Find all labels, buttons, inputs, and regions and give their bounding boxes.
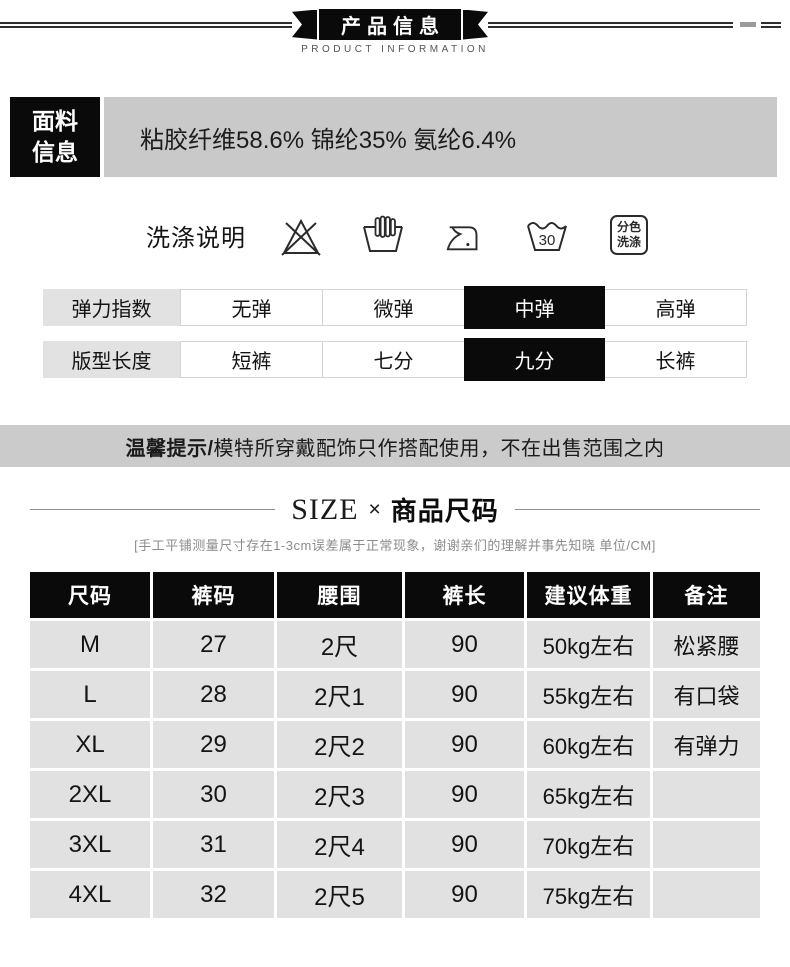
table-cell: 27 [153, 621, 274, 668]
size-note: [手工平铺测量尺寸存在1-3cm误差属于正常现象，谢谢亲们的理解并事先知晓 单位… [134, 538, 656, 553]
table-cell: 2XL [30, 771, 150, 818]
table-cell [653, 871, 760, 918]
table-cell: 松紧腰 [653, 621, 760, 668]
wash-temp-label: 30 [539, 232, 556, 249]
elasticity-label: 弹力指数 [43, 289, 180, 326]
elasticity-choice-medium-selected: 中弹 [464, 286, 605, 329]
table-cell: 60kg左右 [527, 721, 650, 768]
table-cell: 2尺 [277, 621, 402, 668]
table-cell: 2尺1 [277, 671, 402, 718]
length-choice-shorts: 短裤 [180, 341, 323, 378]
table-cell: 90 [405, 721, 524, 768]
fabric-section: 面料 信息 粘胶纤维58.6% 锦纶35% 氨纶6.4% [10, 97, 777, 177]
table-cell: 28 [153, 671, 274, 718]
size-table: 尺码 裤码 腰围 裤长 建议体重 备注 M 27 2尺 90 50kg左右 松紧… [30, 572, 760, 918]
separate-colors-icon: 分色 洗涤 [606, 209, 652, 261]
length-choice-full: 长裤 [604, 341, 747, 378]
fabric-composition: 粘胶纤维58.6% 锦纶35% 氨纶6.4% [104, 97, 777, 177]
table-cell: 75kg左右 [527, 871, 650, 918]
col-header-weight: 建议体重 [527, 572, 650, 618]
elasticity-choice-high: 高弹 [604, 289, 747, 326]
table-cell: 90 [405, 871, 524, 918]
table-cell: 2尺3 [277, 771, 402, 818]
header-rule-accent [740, 22, 756, 27]
length-choice-ankle-selected: 九分 [464, 338, 605, 381]
header-rule-right [488, 21, 733, 28]
table-cell: 31 [153, 821, 274, 868]
table-cell: XL [30, 721, 150, 768]
elasticity-row: 弹力指数 无弹 微弹 中弹 高弹 [43, 286, 747, 329]
table-cell: 有弹力 [653, 721, 760, 768]
size-rule-right [514, 509, 761, 510]
table-cell: 2尺5 [277, 871, 402, 918]
length-label: 版型长度 [43, 341, 180, 378]
page-header: 产品信息 [0, 9, 790, 40]
table-cell: 90 [405, 821, 524, 868]
do-not-bleach-icon [278, 209, 324, 261]
wash-label: 洗涤说明 [146, 224, 246, 252]
table-cell: 29 [153, 721, 274, 768]
table-cell [653, 821, 760, 868]
length-row: 版型长度 短裤 七分 九分 长裤 [43, 338, 747, 381]
col-header-size: 尺码 [30, 572, 150, 618]
page-title: 产品信息 [319, 9, 461, 40]
col-header-pants-code: 裤码 [153, 572, 274, 618]
separate-colors-line2: 洗涤 [616, 235, 641, 249]
col-header-note: 备注 [653, 572, 760, 618]
hand-wash-icon [360, 209, 406, 261]
ribbon-right-icon [463, 9, 488, 40]
table-cell: 4XL [30, 871, 150, 918]
table-cell: 2尺2 [277, 721, 402, 768]
size-rule-left [30, 509, 276, 510]
col-header-length: 裤长 [405, 572, 524, 618]
size-title-en: SIZE [291, 492, 359, 526]
header-rule-tick [761, 21, 781, 28]
table-cell: 65kg左右 [527, 771, 650, 818]
table-cell: 有口袋 [653, 671, 760, 718]
page-subtitle: PRODUCT INFORMATION [301, 44, 489, 55]
size-heading: SIZE × 商品尺码 [30, 491, 761, 528]
table-cell: 55kg左右 [527, 671, 650, 718]
size-title: SIZE × 商品尺码 [291, 491, 499, 528]
table-cell [653, 771, 760, 818]
elasticity-choice-slight: 微弹 [322, 289, 465, 326]
fabric-label: 面料 信息 [10, 97, 100, 177]
size-title-cn: 商品尺码 [390, 496, 499, 526]
length-choice-capri: 七分 [322, 341, 465, 378]
table-cell: M [30, 621, 150, 668]
table-cell: 50kg左右 [527, 621, 650, 668]
tip-bar: 温馨提示/模特所穿戴配饰只作搭配使用，不在出售范围之内 [0, 425, 790, 467]
table-cell: 90 [405, 621, 524, 668]
table-cell: L [30, 671, 150, 718]
table-cell: 90 [405, 671, 524, 718]
table-cell: 90 [405, 771, 524, 818]
wash-30-icon: 30 [524, 209, 570, 261]
iron-icon [442, 209, 488, 261]
tip-bold: 温馨提示/ [125, 437, 214, 460]
table-cell: 2尺4 [277, 821, 402, 868]
size-title-separator: × [368, 497, 381, 521]
table-cell: 32 [153, 871, 274, 918]
fabric-label-line1: 面料 [32, 107, 78, 134]
header-rule-left [0, 21, 292, 28]
table-cell: 3XL [30, 821, 150, 868]
ribbon-left-icon [292, 9, 317, 40]
col-header-waist: 腰围 [277, 572, 402, 618]
table-cell: 30 [153, 771, 274, 818]
wash-section: 洗涤说明 30 分色 [0, 205, 790, 265]
fabric-label-line2: 信息 [32, 139, 78, 165]
elasticity-choice-none: 无弹 [180, 289, 323, 326]
table-cell: 70kg左右 [527, 821, 650, 868]
option-section: 弹力指数 无弹 微弹 中弹 高弹 版型长度 短裤 七分 九分 长裤 [43, 286, 747, 381]
separate-colors-line1: 分色 [616, 220, 641, 234]
tip-text: 模特所穿戴配饰只作搭配使用，不在出售范围之内 [213, 437, 665, 460]
